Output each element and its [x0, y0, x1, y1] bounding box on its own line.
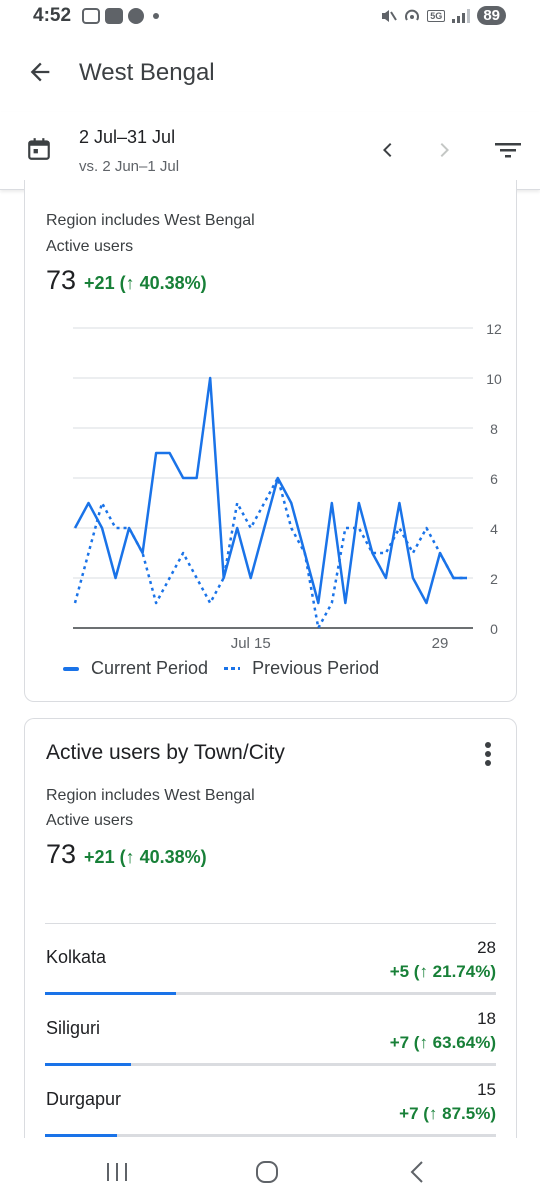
card-title: Active users by Town/City	[46, 741, 285, 764]
legend-current-label: Current Period	[91, 658, 209, 678]
city-name: Durgapur	[46, 1089, 122, 1109]
city-share-track	[45, 1134, 496, 1137]
app-bar: West Bengal	[0, 44, 540, 100]
city-row[interactable]: Siliguri 18 +7 (↑ 63.64%)	[45, 995, 496, 1066]
more-notifications-dot	[153, 13, 159, 19]
battery-level: 89	[477, 6, 506, 25]
network-type: 5G	[427, 9, 446, 22]
metric-value: 73	[46, 265, 77, 295]
city-delta: +7 (↑ 87.5%)	[399, 1104, 496, 1123]
chevron-right-icon[interactable]	[432, 138, 456, 162]
x-tick-label: Jul 15	[231, 635, 271, 650]
hotspot-icon	[405, 9, 420, 21]
city-share-bar	[45, 992, 176, 995]
app-notification-icon	[128, 8, 144, 24]
city-active-users: 28	[477, 938, 496, 957]
city-share-track	[45, 1063, 496, 1066]
y-tick-label: 4	[490, 521, 498, 537]
y-tick-label: 8	[490, 421, 498, 437]
y-tick-label: 0	[490, 621, 498, 637]
city-row[interactable]: Kolkata 28 +5 (↑ 21.74%)	[45, 924, 496, 995]
current-period-line	[73, 376, 467, 605]
filter-icon[interactable]	[494, 138, 522, 162]
active-users-chart-card[interactable]: Region includes West Bengal Active users…	[24, 180, 517, 702]
region-filter-text: Region includes West Bengal	[46, 212, 255, 229]
legend-previous-label: Previous Period	[252, 658, 380, 678]
arrow-back-icon[interactable]	[26, 58, 54, 86]
youtube-icon	[105, 8, 123, 24]
city-row[interactable]: Durgapur 15 +7 (↑ 87.5%)	[45, 1066, 496, 1137]
region-filter-text: Region includes West Bengal	[46, 787, 255, 804]
system-icons: 5G 89	[379, 6, 506, 25]
legend-previous-swatch	[224, 667, 241, 670]
screenshot-icon	[82, 8, 100, 24]
date-range-current[interactable]: 2 Jul–31 Jul	[79, 127, 176, 147]
metric-summary: 73 +21 (↑ 40.38%)	[46, 839, 207, 870]
city-name: Siliguri	[46, 1018, 101, 1038]
mute-icon	[382, 9, 398, 22]
recents-icon[interactable]	[105, 1162, 129, 1182]
city-delta: +7 (↑ 63.64%)	[389, 1033, 496, 1052]
status-bar: 4:52 5G 89	[0, 0, 540, 36]
chart-legend: Current Period Previous Period	[63, 658, 379, 679]
y-tick-label: 10	[486, 371, 502, 387]
city-delta: +5 (↑ 21.74%)	[389, 962, 496, 981]
system-nav-bar	[0, 1138, 540, 1204]
signal-icon	[452, 8, 471, 23]
date-range-bar: 2 Jul–31 Jul vs. 2 Jun–1 Jul	[0, 112, 540, 190]
city-active-users: 15	[477, 1080, 496, 1099]
calendar-icon[interactable]	[26, 136, 52, 162]
active-users-line-chart[interactable]: 0 2 4 6 8 10 12 Jul 15 29	[25, 310, 518, 650]
city-active-users: 18	[477, 1009, 496, 1028]
date-range-comparison: vs. 2 Jun–1 Jul	[79, 158, 180, 175]
city-share-track	[45, 992, 496, 995]
metric-delta: +21 (↑ 40.38%)	[84, 847, 207, 867]
legend-current-swatch	[63, 666, 79, 671]
y-tick-label: 2	[490, 571, 498, 587]
home-icon[interactable]	[255, 1160, 279, 1184]
page-title: West Bengal	[79, 59, 215, 86]
city-name: Kolkata	[46, 947, 107, 967]
metric-summary: 73 +21 (↑ 40.38%)	[46, 265, 207, 296]
notification-icons	[82, 8, 159, 24]
more-vert-icon[interactable]	[484, 741, 492, 767]
y-tick-label: 12	[486, 321, 502, 337]
city-table: Kolkata 28 +5 (↑ 21.74%) Siliguri 18 +7 (↑ 63…	[45, 923, 496, 1137]
status-time: 4:52	[33, 5, 72, 26]
metric-label: Active users	[46, 812, 134, 829]
town-city-card[interactable]: Active users by Town/City Region include…	[24, 718, 517, 1158]
back-icon[interactable]	[408, 1160, 428, 1184]
x-tick-label: 29	[432, 635, 449, 650]
metric-label: Active users	[46, 238, 134, 255]
city-share-bar	[45, 1063, 131, 1066]
y-tick-label: 6	[490, 471, 498, 487]
chevron-left-icon[interactable]	[376, 138, 400, 162]
metric-value: 73	[46, 839, 77, 869]
metric-delta: +21 (↑ 40.38%)	[84, 273, 207, 293]
city-share-bar	[45, 1134, 118, 1137]
